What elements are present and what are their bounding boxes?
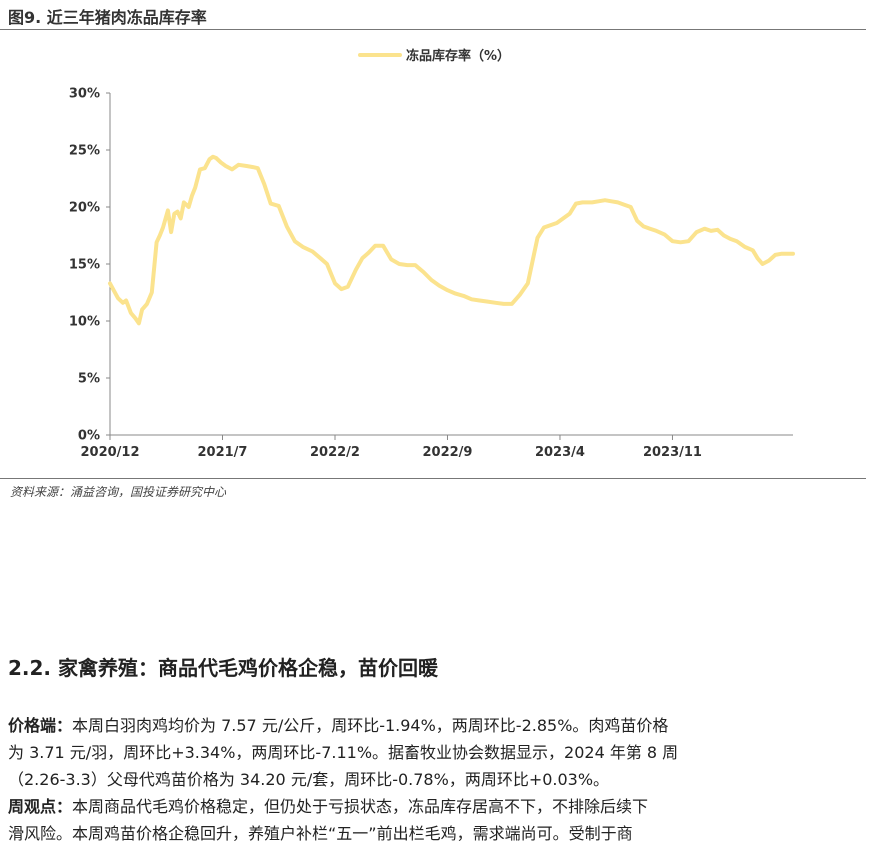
figure-bottom-rule [0, 478, 866, 479]
figure-title: 图9. 近三年猪肉冻品库存率 [8, 8, 207, 27]
series-line [108, 154, 795, 326]
paragraph-line: （2.26-3.3）父母代鸡苗价格为 34.20 元/套，周环比-0.78%，两… [8, 770, 610, 789]
paragraph-line: 周观点：本周商品代毛鸡价格稳定，但仍处于亏损状态，冻品库存居高不下，不排除后续下 [8, 793, 864, 820]
chart-axes [109, 93, 793, 436]
x-tick-label: 2020/12 [80, 445, 139, 460]
figure-source: 资料来源：涌益咨询，国投证券研究中心 [10, 485, 227, 499]
x-tick-label: 2022/2 [310, 445, 360, 460]
paragraph-outlook: 周观点：本周商品代毛鸡价格稳定，但仍处于亏损状态，冻品库存居高不下，不排除后续下… [8, 793, 864, 847]
x-tick-label: 2023/4 [535, 445, 585, 460]
y-tick-label: 30% [69, 87, 100, 102]
paragraph-text: 本周白羽肉鸡均价为 7.57 元/公斤，周环比-1.94%，两周环比-2.85%… [72, 716, 669, 735]
chart-legend: 冻品库存率（%） [358, 48, 510, 64]
paragraph-line: 滑风险。本周鸡苗价格企稳回升，养殖户补栏“五一”前出栏毛鸡，需求端尚可。受制于商 [8, 824, 633, 843]
x-tick-label: 2022/9 [422, 445, 472, 460]
x-tick-label: 2021/7 [198, 445, 248, 460]
paragraph-text: 本周商品代毛鸡价格稳定，但仍处于亏损状态，冻品库存居高不下，不排除后续下 [72, 797, 649, 816]
y-tick-label: 5% [78, 372, 100, 387]
inventory-rate-line-chart: 冻品库存率（%） 0% 5% 10% 15% 20% 25% 30% 2020/12 2021/… [69, 48, 795, 461]
paragraph-label: 周观点： [8, 797, 73, 816]
chart-ticks: 0% 5% 10% 15% 20% 25% 30% 2020/12 2021/7 2022/2 20… [69, 87, 702, 461]
figure-top-rule [0, 29, 866, 30]
y-tick-label: 10% [69, 315, 100, 330]
y-tick-label: 15% [69, 258, 100, 273]
paragraph-price: 价格端：本周白羽肉鸡均价为 7.57 元/公斤，周环比-1.94%，两周环比-2… [8, 712, 864, 793]
y-tick-label: 0% [78, 429, 100, 444]
x-tick-label: 2023/11 [643, 445, 702, 460]
paragraph-label: 价格端： [8, 716, 73, 735]
y-tick-label: 20% [69, 201, 100, 216]
paragraph-line: 价格端：本周白羽肉鸡均价为 7.57 元/公斤，周环比-1.94%，两周环比-2… [8, 712, 864, 739]
section-title: 2.2. 家禽养殖：商品代毛鸡价格企稳，苗价回暖 [8, 656, 438, 680]
legend-label: 冻品库存率（%） [406, 48, 510, 64]
paragraph-line: 为 3.71 元/羽，周环比+3.34%，两周环比-7.11%。据畜牧业协会数据… [8, 743, 679, 762]
chart-series [108, 154, 795, 326]
y-tick-label: 25% [69, 144, 100, 159]
